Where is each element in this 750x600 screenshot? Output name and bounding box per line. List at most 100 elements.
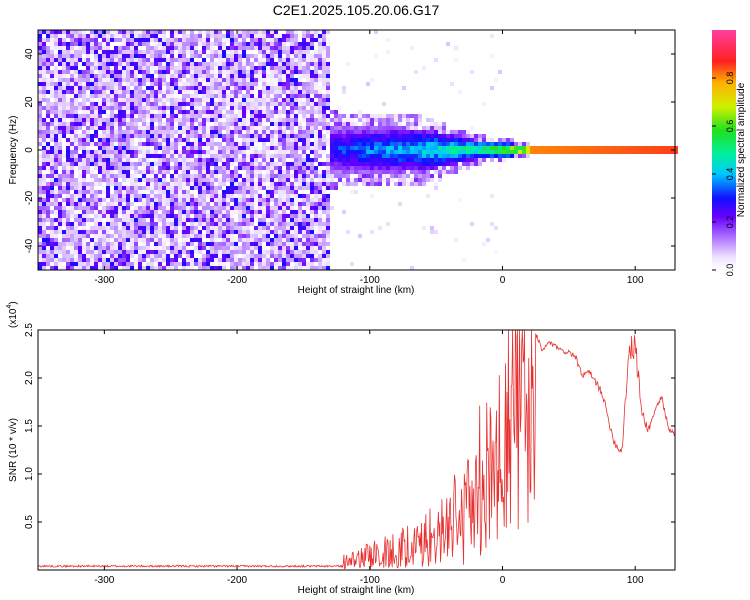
spectrogram-cell (518, 146, 522, 150)
spectrogram-cell (658, 150, 662, 154)
spectrogram-cell (58, 218, 62, 222)
spectrogram-cell (58, 50, 62, 54)
spectrogram-cell (318, 242, 322, 246)
spectrogram-cell (122, 30, 126, 34)
spectrogram-cell (230, 90, 234, 94)
spectrogram-cell (62, 106, 66, 110)
spectrogram-cell (38, 158, 42, 162)
spectrogram-cell (350, 166, 354, 170)
spectrogram-cell (162, 234, 166, 238)
spectrogram-cell (318, 30, 322, 34)
spectrogram-cell (122, 46, 126, 50)
spectrogram-cell (214, 190, 218, 194)
spectrogram-cell (250, 186, 254, 190)
spectrogram-cell (146, 198, 150, 202)
spectrogram-cell (214, 106, 218, 110)
spectrogram-cell (314, 234, 318, 238)
spectrogram-cell (286, 74, 290, 78)
spectrogram-cell (142, 102, 146, 106)
spectrogram-cell (170, 150, 174, 154)
spectrogram-cell (302, 74, 306, 78)
spectrogram-cell (258, 110, 262, 114)
spectrogram-cell (90, 134, 94, 138)
spectrogram-cell (318, 122, 322, 126)
spectrogram-cell (62, 198, 66, 202)
spectrogram-cell (210, 158, 214, 162)
spectrogram-cell (242, 266, 246, 270)
spectrogram-cell (350, 122, 354, 126)
spectrogram-cell (126, 162, 130, 166)
spectrogram-cell (250, 202, 254, 206)
spectrogram-cell (86, 70, 90, 74)
spectrogram-cell (178, 162, 182, 166)
spectrogram-cell (374, 162, 378, 166)
spectrogram-cell (186, 78, 190, 82)
spectrogram-cell (378, 130, 382, 134)
spectrogram-cell (74, 90, 78, 94)
spectrogram-cell (50, 218, 54, 222)
spectrogram-cell (222, 138, 226, 142)
spectrogram-cell (134, 182, 138, 186)
spectrogram-cell (210, 58, 214, 62)
spectrogram-cell (250, 198, 254, 202)
spectrogram-cell (62, 114, 66, 118)
spectrogram-cell (310, 266, 314, 270)
colorbar-tick-label: 0.0 (725, 264, 735, 277)
spectrogram-cell (198, 122, 202, 126)
spectrogram-cell (246, 230, 250, 234)
spectrogram-cell (274, 198, 278, 202)
spectrogram-cell (186, 146, 190, 150)
spectrogram-cell (118, 82, 122, 86)
spectrogram-cell (202, 62, 206, 66)
spectrogram-cell (338, 134, 342, 138)
spectrogram-cell (134, 98, 138, 102)
spectrogram-cell (90, 122, 94, 126)
spectrogram-cell (42, 130, 46, 134)
spectrogram-cell (278, 186, 282, 190)
spectrogram-cell (198, 42, 202, 46)
spectrogram-cell (182, 210, 186, 214)
spectrogram-cell (406, 170, 410, 174)
spectrogram-cell (206, 210, 210, 214)
spectrogram-cell (202, 222, 206, 226)
spectrogram-cell (526, 154, 530, 158)
spectrogram-cell (182, 218, 186, 222)
spectrogram-cell (138, 94, 142, 98)
spectrogram-cell (258, 102, 262, 106)
spectrogram-cell (222, 98, 226, 102)
spectrogram-cell (206, 34, 210, 38)
spectrogram-cell (418, 114, 422, 118)
spectrogram-cell (474, 150, 478, 154)
spectrogram-cell (158, 182, 162, 186)
spectrogram-cell (130, 110, 134, 114)
spectrogram-cell (170, 194, 174, 198)
spectrogram-cell (150, 202, 154, 206)
spectrogram-cell (74, 42, 78, 46)
spectrogram-cell (130, 162, 134, 166)
spectrogram-cell (402, 114, 406, 118)
spectrogram-cell (206, 130, 210, 134)
spectrogram-cell (66, 66, 70, 70)
spectrogram-cell (210, 238, 214, 242)
spectrogram-cell (298, 74, 302, 78)
spectrogram-cell (138, 178, 142, 182)
spectrogram-cell (158, 154, 162, 158)
spectrogram-cell (190, 178, 194, 182)
spectrogram-cell (290, 146, 294, 150)
spectrogram-cell (54, 230, 58, 234)
spectrogram-cell (174, 130, 178, 134)
spectrogram-cell (322, 114, 326, 118)
spectrogram-cell (346, 142, 350, 146)
spectrogram-cell (434, 138, 438, 142)
spectrogram-cell (386, 118, 390, 122)
spectrogram-cell (258, 202, 262, 206)
spectrogram-cell (398, 178, 402, 182)
spectrogram-cell (206, 126, 210, 130)
spectrogram-cell (62, 74, 66, 78)
spectrogram-cell (118, 70, 122, 74)
spectrogram-cell (90, 102, 94, 106)
spectrogram-cell (110, 178, 114, 182)
spectrogram-cell (74, 74, 78, 78)
spectrogram-cell (326, 102, 330, 106)
spectrogram-cell (66, 106, 70, 110)
